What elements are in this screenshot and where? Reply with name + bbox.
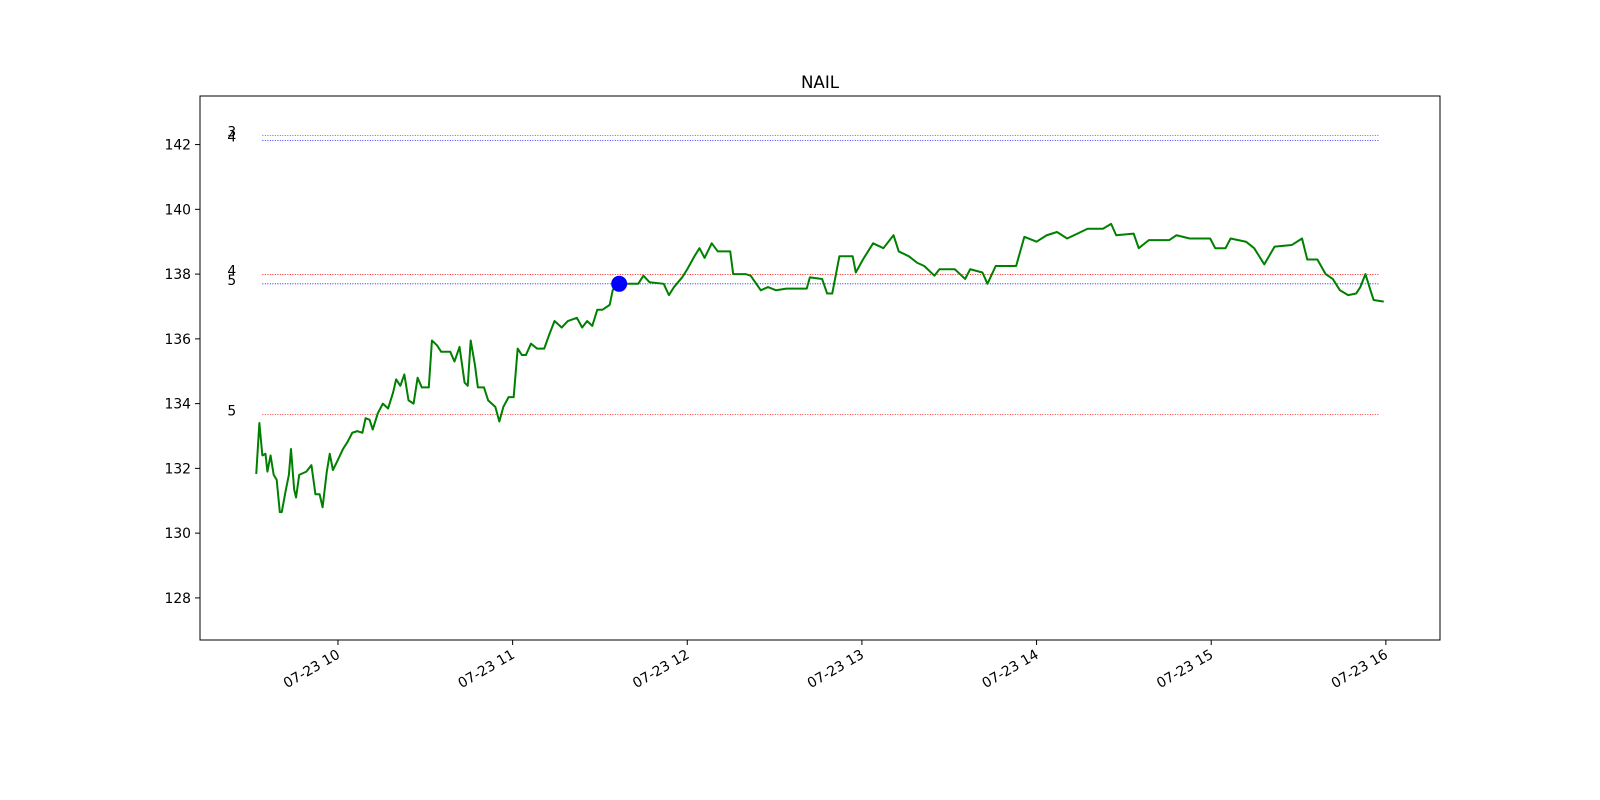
level-label: 5 [227,273,236,289]
y-tick-label: 142 [164,138,191,154]
y-tick-label: 134 [164,397,191,413]
y-tick-label: 130 [164,526,191,542]
y-tick-label: 136 [164,332,191,348]
y-tick-label: 128 [164,591,191,607]
level-label: 3 [227,125,236,141]
y-tick-label: 138 [164,267,191,283]
axes-frame [199,95,1441,641]
y-tick-label: 132 [164,461,191,477]
y-tick-label: 140 [164,202,191,218]
level-label: 4 [227,263,236,279]
chart-title: NAIL [801,72,840,92]
marker-point [611,275,628,292]
level-label: 4 [227,129,236,145]
level-label: 5 [227,404,236,420]
price-line [255,222,1384,514]
